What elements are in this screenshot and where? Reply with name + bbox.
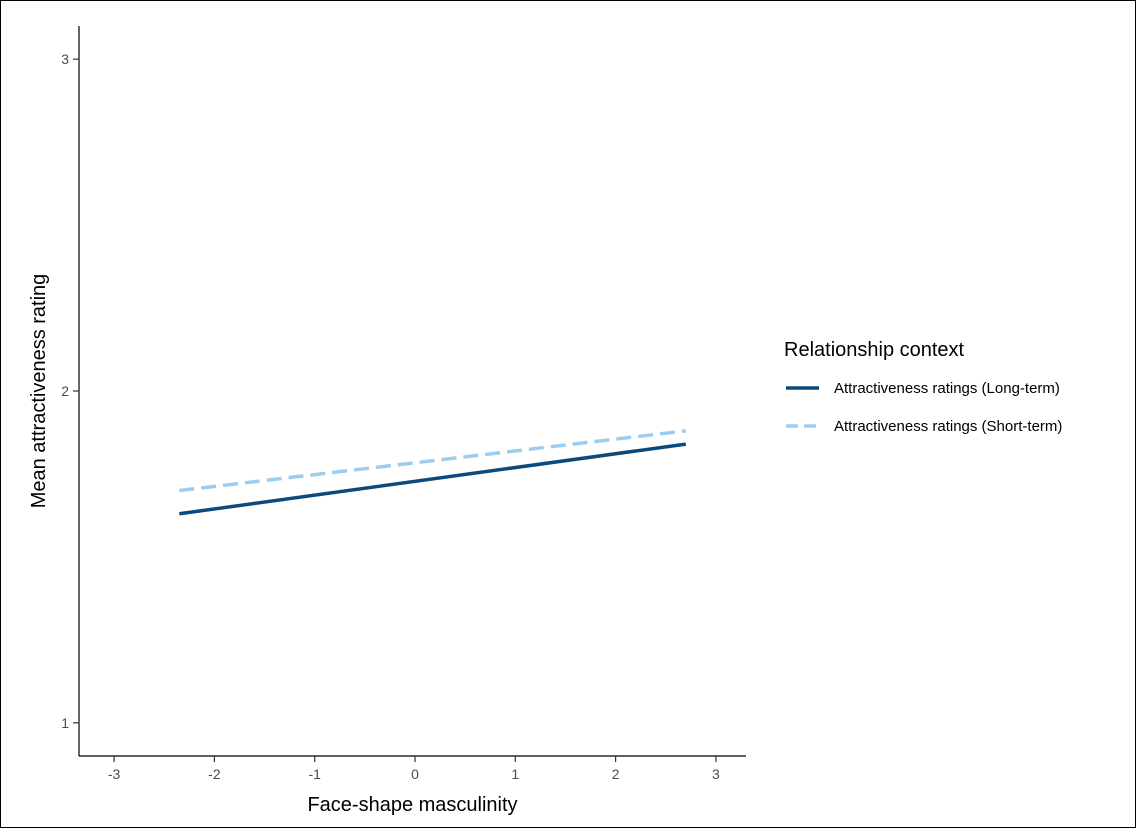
x-tick-label: -2 [208, 766, 221, 782]
series-line [179, 442, 687, 516]
x-tick-label: 2 [612, 766, 620, 782]
legend-label: Attractiveness ratings (Long-term) [834, 380, 1060, 397]
x-axis-title: Face-shape masculinity [307, 794, 517, 816]
x-tick-label: -3 [108, 766, 121, 782]
legend-label: Attractiveness ratings (Short-term) [834, 418, 1062, 435]
x-tick-label: 1 [511, 766, 519, 782]
plot-area: -3 -2 -1 0 1 2 3 1 2 3 [61, 26, 746, 782]
x-tick-label: -1 [308, 766, 321, 782]
x-tick-label: 0 [411, 766, 419, 782]
y-tick-label: 1 [61, 715, 69, 731]
x-tick-label: 3 [712, 766, 720, 782]
y-tick-label: 2 [61, 383, 69, 399]
y-axis-ticks: 1 2 3 [61, 51, 79, 731]
y-tick-label: 3 [61, 51, 69, 67]
series-line [179, 429, 687, 493]
y-axis-title: Mean attractiveness rating [28, 274, 50, 509]
series-lines [179, 429, 687, 516]
legend: Relationship context Attractiveness rati… [784, 339, 1062, 435]
legend-title: Relationship context [784, 339, 965, 361]
legend-items: Attractiveness ratings (Long-term) Attrac… [786, 380, 1062, 435]
x-axis-ticks: -3 -2 -1 0 1 2 3 [108, 756, 720, 782]
